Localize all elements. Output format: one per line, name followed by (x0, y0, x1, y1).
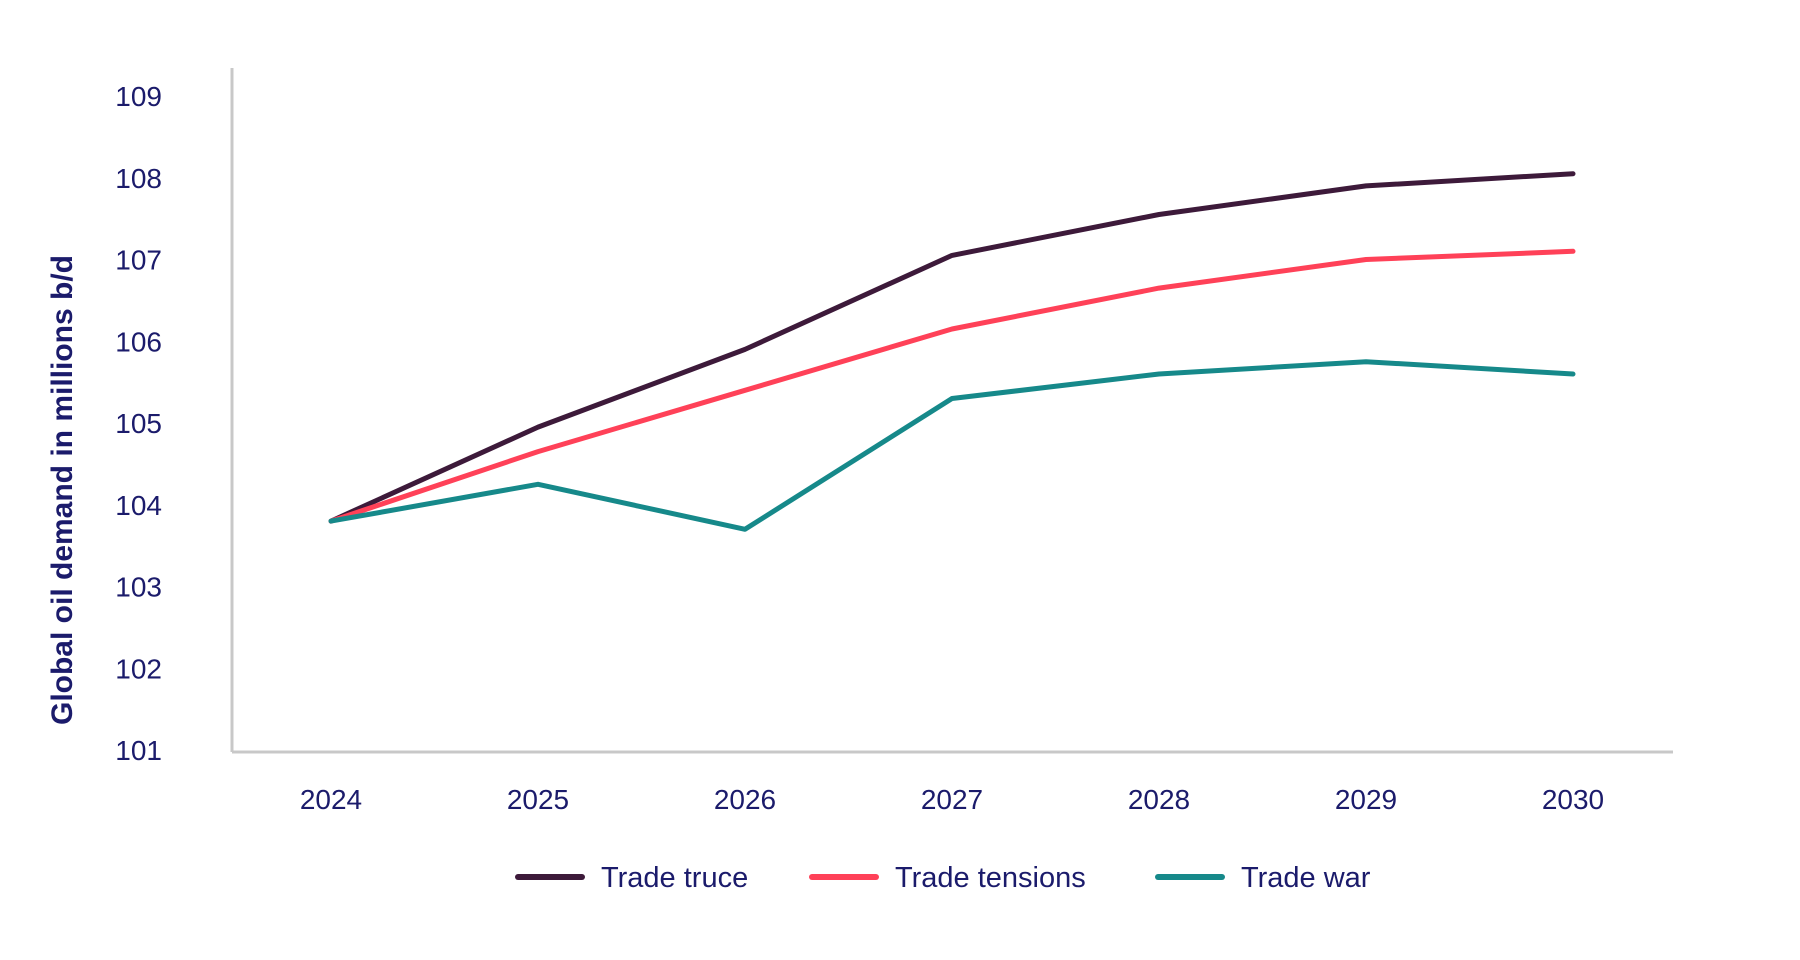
series-line-trade-war (328, 359, 1576, 532)
x-tick-label: 2027 (921, 784, 983, 815)
y-tick-label: 103 (115, 572, 162, 603)
y-axis-ticks: 101 102 103 104 105 106 107 108 109 (115, 81, 162, 766)
y-tick-label: 108 (115, 163, 162, 194)
x-tick-label: 2026 (714, 784, 776, 815)
y-tick-label: 105 (115, 408, 162, 439)
y-tick-label: 106 (115, 326, 162, 357)
legend: Trade truce Trade tensions Trade war (515, 862, 1371, 894)
x-tick-label: 2025 (507, 784, 569, 815)
series-line-trade-truce (328, 171, 1576, 524)
x-axis-ticks: 2024 2025 2026 2027 2028 2029 2030 (300, 784, 1604, 815)
y-tick-label: 109 (115, 81, 162, 112)
y-tick-label: 104 (115, 490, 162, 521)
x-tick-label: 2029 (1335, 784, 1397, 815)
series-lines (328, 171, 1576, 532)
y-tick-label: 101 (115, 735, 162, 766)
legend-item: Trade tensions (809, 862, 1086, 894)
x-tick-label: 2030 (1542, 784, 1604, 815)
y-axis-label: Global oil demand in millions b/d (46, 255, 79, 725)
legend-label: Trade war (1241, 862, 1371, 894)
legend-label: Trade tensions (895, 862, 1086, 894)
legend-item: Trade truce (515, 862, 748, 894)
y-tick-label: 107 (115, 245, 162, 276)
x-tick-label: 2024 (300, 784, 362, 815)
legend-label: Trade truce (601, 862, 748, 894)
y-tick-label: 102 (115, 653, 162, 684)
legend-item: Trade war (1155, 862, 1371, 894)
series-line-trade-tensions (328, 248, 1576, 524)
x-tick-label: 2028 (1128, 784, 1190, 815)
